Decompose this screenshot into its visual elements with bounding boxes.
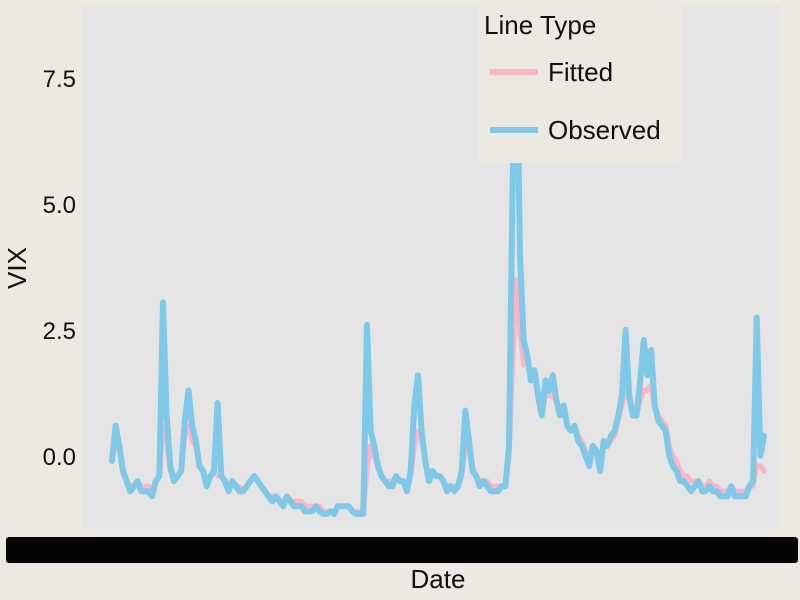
y-axis-ticks: 0.0 2.5 5.0 7.5 [43,66,76,471]
legend-box [478,5,682,163]
x-axis-title: Date [411,564,466,594]
y-tick-label: 7.5 [43,66,76,93]
legend-title: Line Type [484,10,596,40]
legend-label-fitted: Fitted [548,57,613,87]
series-line-observed [109,14,767,517]
x-tick-label-band [6,537,798,563]
y-tick-label: 5.0 [43,192,76,219]
y-tick-label: 2.5 [43,318,76,345]
legend-label-observed: Observed [548,115,661,145]
y-axis-title: VIX [2,247,32,289]
series-layer [109,14,767,517]
y-tick-label: 0.0 [43,444,76,471]
legend: Line Type Fitted Observed [478,5,682,163]
